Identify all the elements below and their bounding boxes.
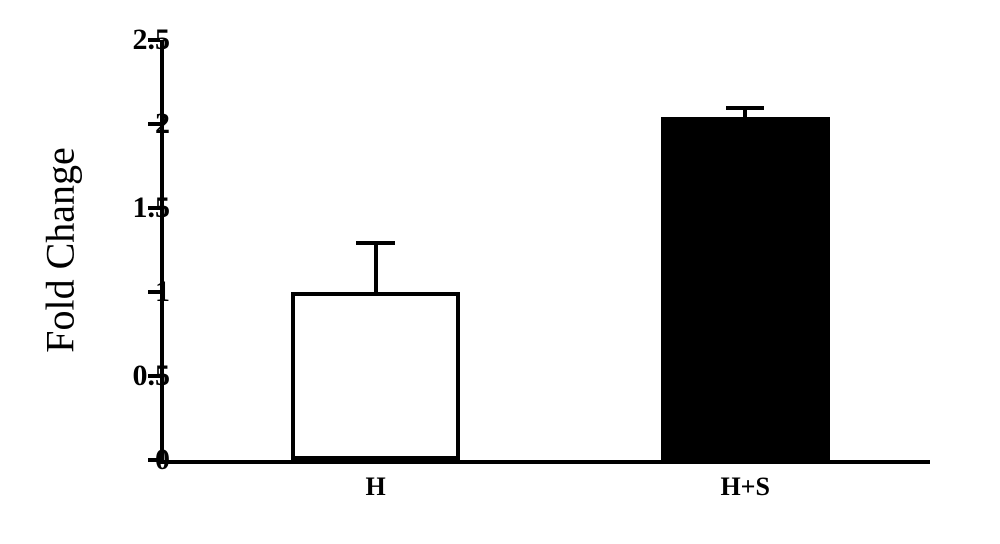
error-bar-cap — [726, 106, 765, 110]
bar-chart: Fold Change HH+S 00.511.522.5 — [60, 20, 960, 520]
bar — [291, 292, 460, 460]
y-tick-label: 2.5 — [100, 23, 170, 57]
x-tick-label: H — [365, 472, 385, 502]
error-bar-stem — [374, 243, 378, 292]
y-tick-label: 1.5 — [100, 191, 170, 225]
y-axis-line — [160, 40, 164, 460]
y-axis-title: Fold Change — [37, 147, 84, 353]
x-axis-line — [160, 460, 930, 464]
y-tick-label: 1 — [100, 275, 170, 309]
y-tick-label: 0 — [100, 443, 170, 477]
plot-area: HH+S — [160, 40, 930, 460]
y-tick-label: 2 — [100, 107, 170, 141]
bar — [661, 117, 830, 460]
x-tick-label: H+S — [720, 472, 770, 502]
y-tick-label: 0.5 — [100, 359, 170, 393]
error-bar-cap — [356, 241, 395, 245]
